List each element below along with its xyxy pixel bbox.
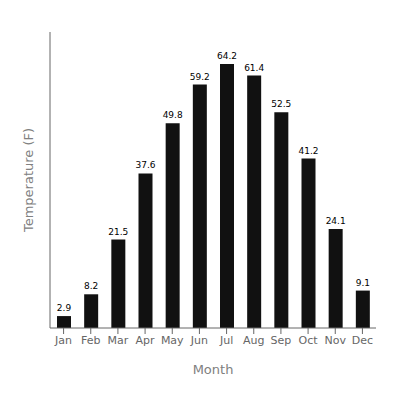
svg-text:Feb: Feb: [81, 334, 100, 347]
svg-text:61.4: 61.4: [244, 63, 264, 73]
svg-text:37.6: 37.6: [135, 160, 155, 170]
svg-text:Month: Month: [193, 362, 234, 377]
svg-text:2.9: 2.9: [57, 303, 72, 313]
svg-text:Jan: Jan: [54, 334, 72, 347]
svg-text:Aug: Aug: [243, 334, 264, 347]
svg-text:May: May: [161, 334, 184, 347]
svg-text:8.2: 8.2: [84, 281, 98, 291]
svg-text:49.8: 49.8: [163, 110, 183, 120]
svg-text:21.5: 21.5: [108, 227, 128, 237]
svg-text:Oct: Oct: [299, 334, 319, 347]
svg-text:Jun: Jun: [190, 334, 208, 347]
svg-text:59.2: 59.2: [190, 72, 210, 82]
svg-text:Dec: Dec: [352, 334, 373, 347]
svg-text:64.2: 64.2: [217, 51, 237, 61]
svg-text:9.1: 9.1: [356, 278, 370, 288]
svg-text:Jul: Jul: [219, 334, 233, 347]
svg-text:Mar: Mar: [108, 334, 129, 347]
svg-text:24.1: 24.1: [326, 216, 346, 226]
svg-text:Temperature (F): Temperature (F): [21, 128, 36, 233]
svg-text:Apr: Apr: [136, 334, 156, 347]
svg-text:Nov: Nov: [325, 334, 347, 347]
svg-text:52.5: 52.5: [271, 99, 291, 109]
svg-text:Sep: Sep: [271, 334, 292, 347]
svg-text:41.2: 41.2: [298, 146, 318, 156]
